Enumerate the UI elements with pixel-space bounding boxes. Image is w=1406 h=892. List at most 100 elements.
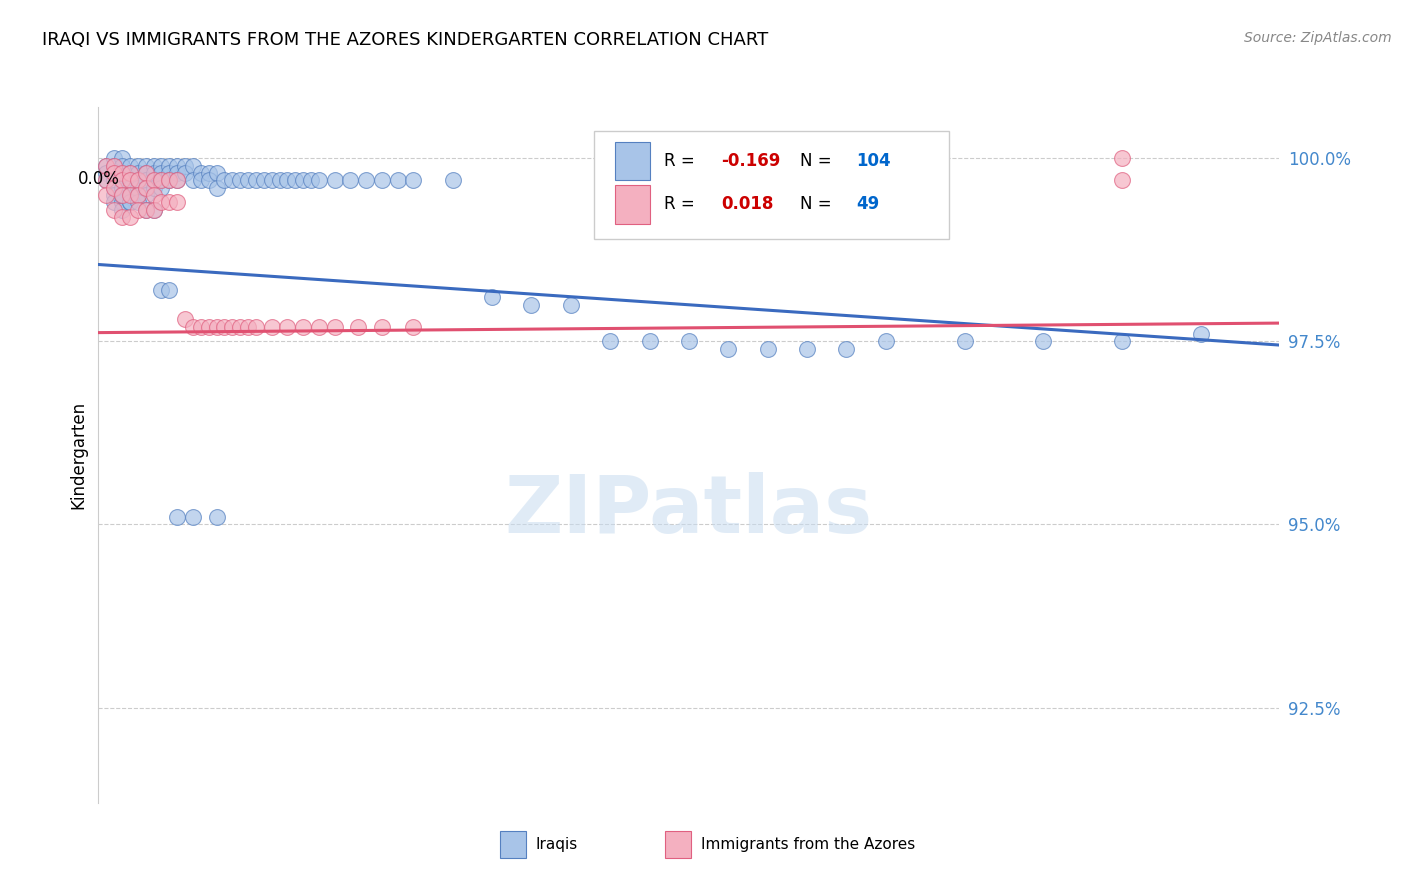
Point [402,173,425,187]
Point [118,188,141,202]
Text: R =: R = [664,153,700,170]
Point [127,188,149,202]
Point [181,319,204,334]
Point [135,166,157,180]
Point [197,173,219,187]
Point [1111,151,1133,165]
Point [214,173,236,187]
Point [638,334,661,349]
Text: 0.0%: 0.0% [77,169,120,187]
Text: Immigrants from the Azores: Immigrants from the Azores [700,837,915,852]
Point [214,319,236,334]
Point [323,319,346,334]
Point [181,173,204,187]
Point [678,334,700,349]
Point [96,173,118,187]
Point [103,180,125,194]
Point [135,180,157,194]
Point [205,319,228,334]
Point [481,290,503,304]
Point [111,202,134,217]
Point [111,173,134,187]
Point [150,173,173,187]
Bar [614,186,650,224]
Point [127,166,149,180]
Bar [501,830,526,858]
Point [269,173,291,187]
Point [135,202,157,217]
Point [96,166,118,180]
Point [127,188,149,202]
Point [111,188,134,202]
Point [520,298,543,312]
Point [221,173,243,187]
Text: IRAQI VS IMMIGRANTS FROM THE AZORES KINDERGARTEN CORRELATION CHART: IRAQI VS IMMIGRANTS FROM THE AZORES KIND… [42,31,769,49]
Point [118,173,141,187]
Point [103,151,125,165]
Point [166,159,188,173]
Point [174,312,197,326]
Point [103,202,125,217]
Point [197,319,219,334]
Point [1032,334,1054,349]
Point [953,334,976,349]
Point [157,173,180,187]
Point [150,166,173,180]
Point [835,342,858,356]
Point [135,180,157,194]
Point [166,173,188,187]
Point [103,180,125,194]
Point [96,188,118,202]
Point [127,180,149,194]
Point [103,188,125,202]
Point [299,173,322,187]
Point [205,180,228,194]
Point [142,202,165,217]
Point [157,283,180,297]
Bar [614,142,650,180]
Point [245,173,267,187]
Point [253,173,276,187]
Point [111,151,134,165]
Point [118,159,141,173]
Text: N =: N = [800,195,837,213]
Text: 0.018: 0.018 [721,195,773,213]
Point [118,195,141,210]
Point [260,319,283,334]
Point [441,173,464,187]
Point [157,195,180,210]
Point [354,173,377,187]
Text: 104: 104 [856,153,891,170]
Point [118,180,141,194]
Text: ZIPatlas: ZIPatlas [505,472,873,549]
Point [118,210,141,224]
Point [387,173,409,187]
Point [197,166,219,180]
Point [157,173,180,187]
Point [276,173,298,187]
Point [221,319,243,334]
Point [796,342,818,356]
Point [142,173,165,187]
Point [1189,327,1212,342]
Point [166,510,188,524]
Text: -0.169: -0.169 [721,153,780,170]
Point [150,173,173,187]
Point [347,319,370,334]
Point [166,195,188,210]
Y-axis label: Kindergarten: Kindergarten [69,401,87,509]
Point [96,159,118,173]
Point [205,166,228,180]
Point [111,173,134,187]
Point [402,319,425,334]
Point [142,202,165,217]
Point [308,319,330,334]
Point [205,510,228,524]
Point [135,188,157,202]
Text: 49: 49 [856,195,880,213]
Point [142,180,165,194]
Point [135,202,157,217]
Point [371,319,394,334]
Text: Source: ZipAtlas.com: Source: ZipAtlas.com [1244,31,1392,45]
Point [127,202,149,217]
